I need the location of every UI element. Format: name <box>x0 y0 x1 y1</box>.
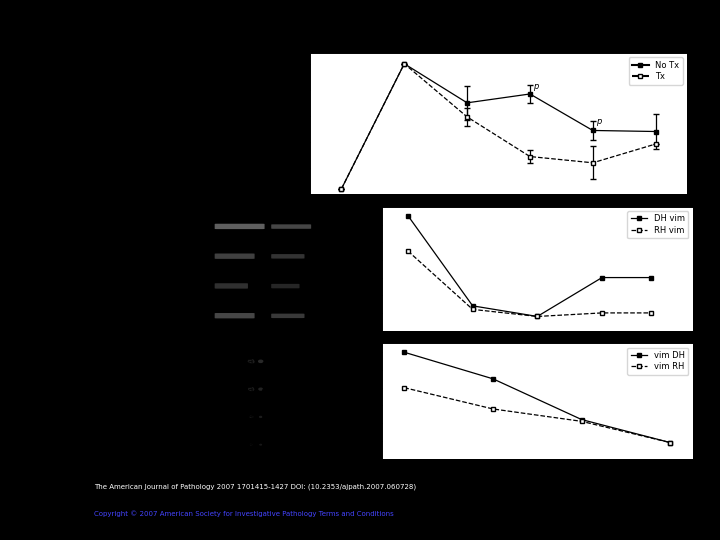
Legend: vim DH, vim RH: vim DH, vim RH <box>627 348 688 375</box>
Line: vim DH: vim DH <box>402 350 672 445</box>
FancyBboxPatch shape <box>215 253 255 259</box>
Text: Figure 3: Figure 3 <box>332 19 388 33</box>
FancyBboxPatch shape <box>271 224 311 229</box>
vim RH <box>400 384 409 391</box>
Line: DH vim: DH vim <box>405 213 653 319</box>
Ellipse shape <box>258 388 264 391</box>
Text: The American Journal of Pathology 2007 1701415-1427 DOI: (10.2353/ajpath.2007.06: The American Journal of Pathology 2007 1… <box>94 483 415 490</box>
FancyBboxPatch shape <box>215 313 255 319</box>
DH vim <box>533 313 541 320</box>
X-axis label: days post transplantation: days post transplantation <box>480 354 595 362</box>
Text: Day 8: Day 8 <box>175 311 201 320</box>
Legend: No Tx, Tx: No Tx, Tx <box>629 57 683 85</box>
Text: C: C <box>163 324 174 338</box>
Ellipse shape <box>249 416 253 418</box>
RH vim <box>598 309 606 316</box>
vim DH <box>400 349 409 355</box>
vim RH <box>666 440 675 446</box>
Text: p: p <box>596 117 601 126</box>
DH vim <box>468 302 477 309</box>
Ellipse shape <box>259 444 262 446</box>
FancyBboxPatch shape <box>271 314 305 318</box>
Text: Day 6: Day 6 <box>241 413 268 421</box>
Text: Day 4: Day 4 <box>175 252 201 261</box>
Line: vim RH: vim RH <box>402 385 672 445</box>
X-axis label: days post transplantation: days post transplantation <box>441 227 557 237</box>
Y-axis label: titres: titres <box>269 112 278 136</box>
RH vim <box>533 313 541 320</box>
Text: RH: RH <box>284 199 298 209</box>
DH vim <box>598 274 606 281</box>
Text: p: p <box>533 82 539 91</box>
Line: RH vim: RH vim <box>405 248 653 319</box>
FancyBboxPatch shape <box>215 224 264 229</box>
Text: Copyright © 2007 American Society for Investigative Pathology Terms and Conditio: Copyright © 2007 American Society for In… <box>94 510 393 517</box>
Text: ELSEVIER: ELSEVIER <box>23 516 56 521</box>
RH vim <box>404 248 413 254</box>
Ellipse shape <box>259 416 263 418</box>
RH vim <box>468 306 477 313</box>
Y-axis label: OD % serum: OD % serum <box>351 240 361 297</box>
DH vim <box>404 212 413 219</box>
Text: Day 4: Day 4 <box>241 384 268 394</box>
Text: DH: DH <box>244 335 258 345</box>
RH vim <box>647 309 655 316</box>
X-axis label: days post transplantation: days post transplantation <box>480 482 595 490</box>
vim DH <box>666 440 675 446</box>
Text: Day 6: Day 6 <box>175 281 201 291</box>
Ellipse shape <box>250 443 253 446</box>
Legend: DH vim, RH vim: DH vim, RH vim <box>627 211 688 238</box>
Text: RH: RH <box>253 335 268 345</box>
Text: A: A <box>163 49 174 63</box>
vim RH <box>489 406 498 412</box>
Text: Day 2: Day 2 <box>175 222 201 231</box>
Text: DH: DH <box>227 199 242 209</box>
FancyBboxPatch shape <box>271 284 300 288</box>
Ellipse shape <box>248 387 255 392</box>
DH vim <box>647 274 655 281</box>
vim RH <box>577 418 586 424</box>
vim DH <box>577 416 586 423</box>
vim DH <box>489 376 498 382</box>
FancyBboxPatch shape <box>215 284 248 288</box>
Ellipse shape <box>248 359 255 363</box>
Text: B: B <box>163 190 174 204</box>
Y-axis label: OD % serum: OD % serum <box>351 373 361 429</box>
Ellipse shape <box>258 360 264 363</box>
FancyBboxPatch shape <box>271 254 305 259</box>
Text: Day 2: Day 2 <box>241 357 268 366</box>
Text: Day 8: Day 8 <box>241 440 268 449</box>
